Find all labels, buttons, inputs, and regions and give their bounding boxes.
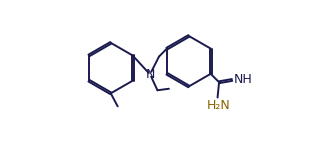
Text: NH: NH [233,73,252,86]
Text: N: N [146,68,155,81]
Text: H₂N: H₂N [206,99,230,112]
